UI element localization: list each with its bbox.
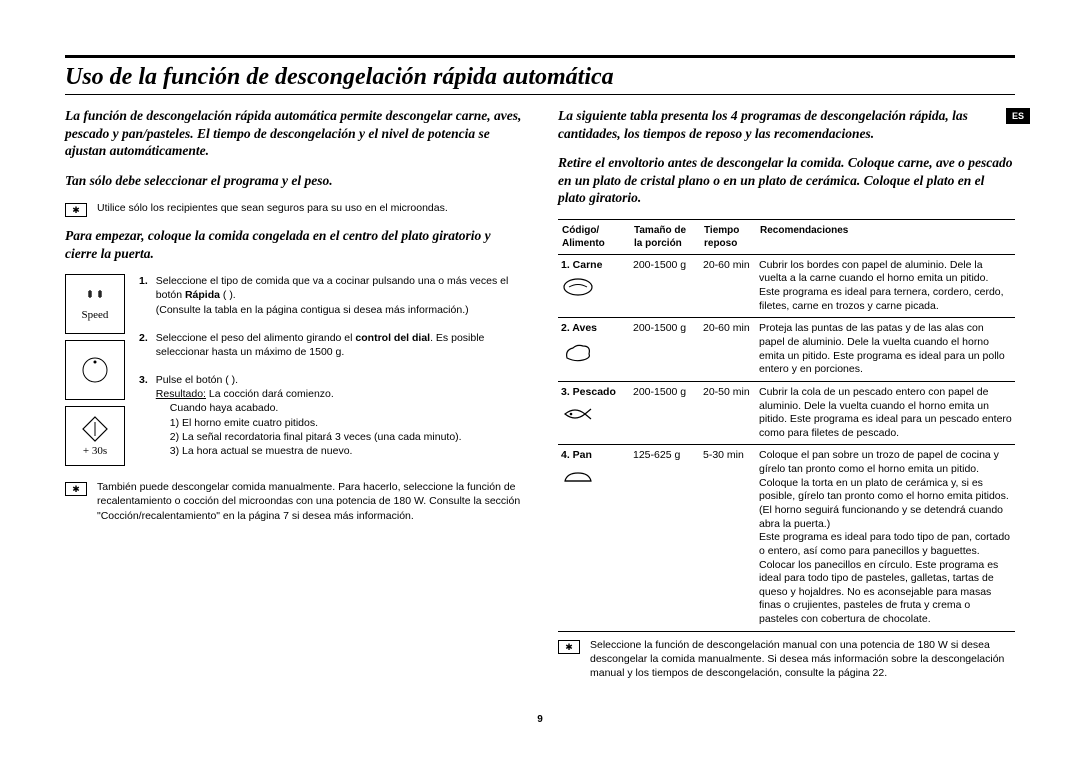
note-safe-containers: ✱ Utilice sólo los recipientes que sean … — [65, 201, 522, 217]
left-intro-3: Para empezar, coloque la comida congelad… — [65, 227, 522, 262]
lang-badge: ES — [1006, 108, 1030, 124]
note-icon: ✱ — [65, 203, 87, 217]
right-intro-1: La siguiente tabla presenta los 4 progra… — [558, 107, 1015, 142]
left-column: La función de descongelación rápida auto… — [65, 107, 522, 690]
step2-bold: control del dial — [355, 332, 430, 344]
step-2: 2. Seleccione el peso del alimento giran… — [139, 331, 522, 359]
step3-sub: Cuando haya acabado. 1) El horno emite c… — [170, 401, 462, 458]
step-1: 1. Seleccione el tipo de comida que va a… — [139, 274, 522, 317]
step3-l0: Cuando haya acabado. — [170, 402, 279, 414]
page-title: Uso de la función de descongelación rápi… — [65, 64, 1015, 91]
plus30-label: + 30s — [83, 444, 107, 459]
left-intro-1: La función de descongelación rápida auto… — [65, 107, 522, 160]
th-rec: Recomendaciones — [756, 219, 1015, 254]
right-column: La siguiente tabla presenta los 4 progra… — [558, 107, 1015, 690]
cell-size: 200-1500 g — [630, 318, 700, 382]
cell-code: 4. Pan — [558, 445, 630, 631]
cell-time: 20-60 min — [700, 254, 756, 318]
step3-a: Pulse el botón ( ). — [156, 374, 238, 386]
food-icon — [561, 340, 627, 369]
cell-code: 1. Carne — [558, 254, 630, 318]
step-2-text: Seleccione el peso del alimento girando … — [156, 331, 522, 359]
cell-code: 3. Pescado — [558, 381, 630, 445]
th-time: Tiempo reposo — [700, 219, 756, 254]
defrost-table: Código/ Alimento Tamaño de la porción Ti… — [558, 219, 1015, 632]
button-illustrations: Speed + 30s — [65, 274, 125, 472]
cell-rec: Coloque el pan sobre un trozo de papel d… — [756, 445, 1015, 631]
step1-c: (Consulte la tabla en la página contigua… — [156, 304, 469, 316]
rule-thick — [65, 55, 1015, 60]
cell-size: 200-1500 g — [630, 381, 700, 445]
note-icon-3: ✱ — [558, 640, 580, 654]
table-row: 2. Aves200-1500 g20-60 minProteja las pu… — [558, 318, 1015, 382]
dial-icon — [65, 340, 125, 400]
step-3: 3. Pulse el botón ( ). Resultado: La coc… — [139, 373, 522, 458]
cell-time: 5-30 min — [700, 445, 756, 631]
cell-code: 2. Aves — [558, 318, 630, 382]
step-num-2: 2. — [139, 331, 148, 359]
page-number: 9 — [537, 714, 543, 725]
cell-size: 200-1500 g — [630, 254, 700, 318]
cell-size: 125-625 g — [630, 445, 700, 631]
left-intro-2: Tan sólo debe seleccionar el programa y … — [65, 172, 522, 190]
step-num-3: 3. — [139, 373, 148, 458]
start-plus30-icon: + 30s — [65, 406, 125, 466]
note-text-2: También puede descongelar comida manualm… — [97, 480, 522, 523]
step1-b: ( ). — [220, 289, 236, 301]
cell-time: 20-50 min — [700, 381, 756, 445]
food-icon — [561, 276, 627, 303]
cell-rec: Cubrir los bordes con papel de aluminio.… — [756, 254, 1015, 318]
note-manual-right: ✱ Seleccione la función de descongelació… — [558, 638, 1015, 681]
speed-button-icon: Speed — [65, 274, 125, 334]
note-manual-defrost: ✱ También puede descongelar comida manua… — [65, 480, 522, 523]
th-code: Código/ Alimento — [558, 219, 630, 254]
note-text: Utilice sólo los recipientes que sean se… — [97, 201, 448, 217]
speed-label: Speed — [82, 308, 109, 323]
step3-l1: 1) El horno emite cuatro pitidos. — [170, 417, 318, 429]
steps-list: 1. Seleccione el tipo de comida que va a… — [139, 274, 522, 472]
note-text-3: Seleccione la función de descongelación … — [590, 638, 1015, 681]
step-num-1: 1. — [139, 274, 148, 317]
table-row: 4. Pan125-625 g5-30 minColoque el pan so… — [558, 445, 1015, 631]
step-3-text: Pulse el botón ( ). Resultado: La cocció… — [156, 373, 462, 458]
step3-l2: 2) La señal recordatoria final pitará 3 … — [170, 431, 462, 443]
step-1-text: Seleccione el tipo de comida que va a co… — [156, 274, 522, 317]
cell-rec: Cubrir la cola de un pescado entero con … — [756, 381, 1015, 445]
note-icon-2: ✱ — [65, 482, 87, 496]
cell-rec: Proteja las puntas de las patas y de las… — [756, 318, 1015, 382]
right-intro-2: Retire el envoltorio antes de descongela… — [558, 154, 1015, 207]
th-size: Tamaño de la porción — [630, 219, 700, 254]
step3-l3: 3) La hora actual se muestra de nuevo. — [170, 445, 353, 457]
food-icon — [561, 467, 627, 492]
food-icon — [561, 404, 627, 429]
table-row: 3. Pescado200-1500 g20-50 minCubrir la c… — [558, 381, 1015, 445]
table-row: 1. Carne200-1500 g20-60 minCubrir los bo… — [558, 254, 1015, 318]
step2-a: Seleccione el peso del alimento girando … — [156, 332, 356, 344]
rule-under-title — [65, 94, 1015, 95]
cell-time: 20-60 min — [700, 318, 756, 382]
step3-res: La cocción dará comienzo. — [206, 388, 334, 400]
step1-bold: Rápida — [185, 289, 220, 301]
step3-res-label: Resultado: — [156, 388, 206, 400]
